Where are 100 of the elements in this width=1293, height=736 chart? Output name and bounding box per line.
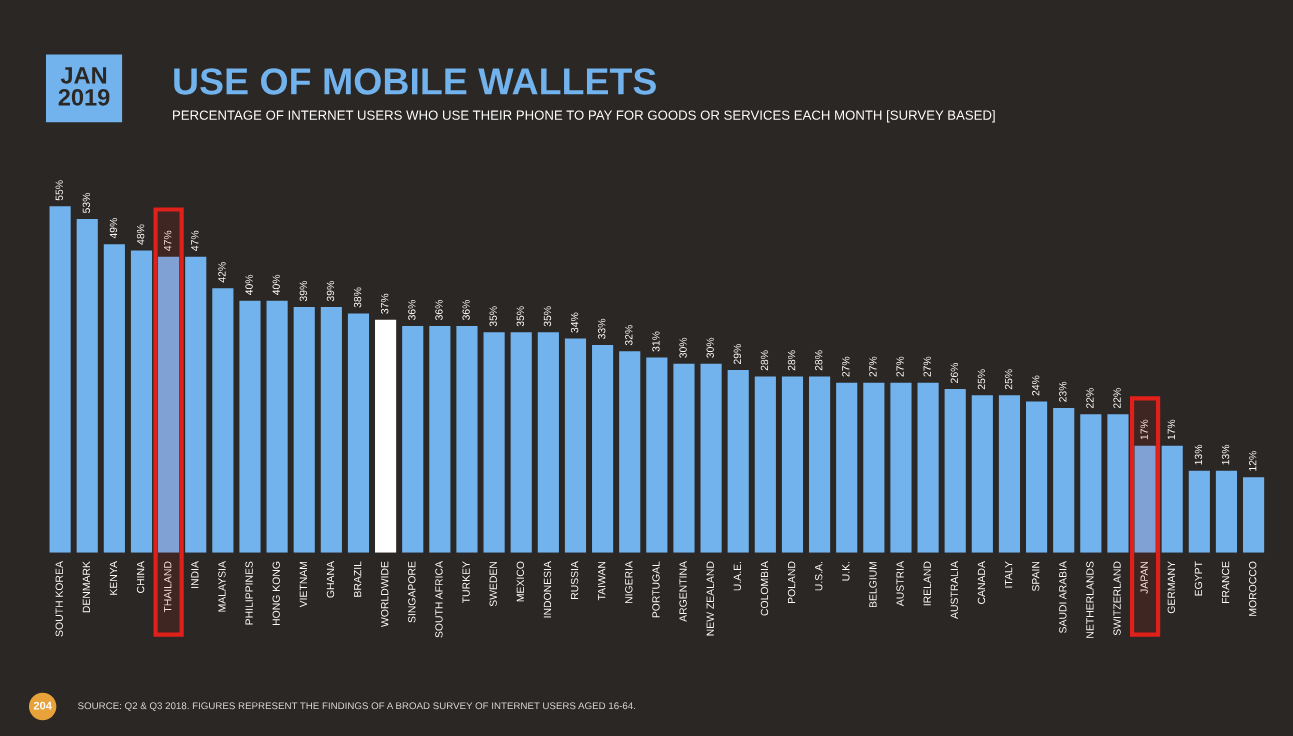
bar (863, 382, 885, 553)
data-label: 53% (82, 192, 91, 213)
data-label: 40% (245, 274, 253, 296)
bar (375, 319, 397, 553)
data-label: 28% (760, 350, 769, 371)
x-tick-label: BELGIUM (869, 561, 877, 608)
bar (320, 307, 342, 553)
x-tick-label: BRAZIL (354, 561, 362, 597)
text: JAN 2019 (58, 67, 110, 106)
bar (1053, 407, 1075, 553)
bar (809, 376, 831, 553)
x-tick-label: ARGENTINA (679, 561, 687, 622)
data-label: 35% (516, 306, 525, 327)
x-tick-label: AUSTRIA (896, 561, 904, 607)
x-tick-label: WORLDWIDE (381, 561, 389, 627)
bar (998, 395, 1021, 553)
x-tick-label: JAPAN (1140, 561, 1148, 594)
x-tick-label: KENYA (109, 561, 118, 595)
data-label: 31% (652, 331, 660, 352)
bar (727, 370, 749, 553)
data-label: 34% (570, 312, 579, 333)
x-tick-label: INDONESIA (543, 561, 552, 618)
data-label: 42% (218, 262, 226, 283)
x-tick-label: IRELAND (923, 561, 931, 606)
bar (537, 332, 559, 553)
data-label: 17% (1140, 419, 1148, 440)
x-tick-label: INDIA (191, 561, 199, 588)
data-label: 27% (896, 356, 904, 377)
bar (103, 244, 125, 553)
x-tick-label: PORTUGAL (652, 561, 660, 618)
bar (76, 218, 98, 553)
x-tick-label: SAUDI ARABIA (1059, 561, 1067, 633)
bar (917, 382, 939, 553)
data-label: 32% (625, 325, 633, 346)
bar (1243, 477, 1265, 553)
bar (836, 382, 858, 553)
x-tick-label: TAIWAN (598, 561, 606, 601)
bar (1188, 470, 1210, 553)
data-label: 47% (191, 230, 199, 251)
bar (483, 332, 505, 553)
data-label: 35% (489, 306, 497, 327)
data-label: 24% (1032, 375, 1040, 396)
x-tick-label: MEXICO (516, 561, 525, 602)
data-label: 55% (55, 180, 63, 201)
bar (212, 288, 234, 553)
bar (1026, 401, 1048, 553)
data-label: 28% (787, 350, 796, 371)
chart-subtitle: PERCENTAGE OF INTERNET USERS WHO USE THEIR PHONE TO PAY FOR GOODS OR SERVICES EACH MONTH [SURVEY BASED] (173, 110, 995, 123)
bar (592, 344, 614, 553)
x-tick-label: GERMANY (1167, 561, 1175, 614)
data-label: 36% (435, 299, 443, 321)
x-tick-label: TURKEY (462, 561, 470, 604)
bar (402, 326, 424, 553)
data-label: 47% (164, 230, 172, 251)
data-label: 36% (462, 299, 470, 321)
x-tick-label: NIGERIA (625, 561, 633, 604)
data-label: 13% (1221, 444, 1230, 465)
data-label: 25% (977, 369, 986, 390)
data-label: 48% (136, 224, 145, 245)
data-label: 28% (815, 350, 823, 371)
data-label: 22% (1086, 388, 1094, 409)
x-tick-label: PHILIPPINES (245, 561, 253, 625)
x-tick-label: AUSTRALIA (950, 561, 959, 619)
x-tick-label: SINGAPORE (408, 561, 416, 623)
bar (1215, 470, 1238, 553)
bar (673, 363, 695, 553)
bar (49, 206, 71, 553)
chart-title: USE OF MOBILE WALLETS (174, 68, 656, 95)
data-label: 30% (679, 337, 687, 358)
x-tick-label: SPAIN (1032, 561, 1040, 592)
data-label: 29% (733, 344, 742, 365)
bar (266, 300, 288, 553)
x-tick-label: SOUTH KOREA (55, 561, 63, 637)
data-label: 23% (1059, 381, 1067, 402)
x-tick-label: VIETNAM (299, 561, 307, 608)
x-tick-label: NEW ZEALAND (706, 561, 714, 636)
data-label: 22% (1113, 388, 1121, 409)
data-label: 13% (1194, 444, 1203, 465)
x-tick-label: RUSSIA (570, 561, 579, 599)
bar (890, 382, 912, 553)
x-tick-label: SWEDEN (489, 561, 497, 607)
x-tick-label: SOUTH AFRICA (435, 561, 443, 638)
x-tick-label: COLOMBIA (760, 561, 769, 616)
data-label: 39% (326, 281, 335, 302)
bar (619, 351, 641, 553)
data-label: 38% (353, 287, 362, 308)
x-tick-label: GHANA (326, 561, 335, 598)
bar (700, 363, 722, 553)
data-label: 30% (706, 337, 714, 358)
data-label: 49% (109, 218, 118, 239)
x-tick-label: CHINA (136, 561, 145, 593)
x-tick-label: POLAND (787, 561, 796, 604)
bar (510, 332, 532, 553)
x-tick-label: CANADA (977, 561, 986, 604)
data-label: 27% (923, 356, 931, 377)
data-label: 39% (299, 281, 308, 302)
data-label: 35% (543, 306, 552, 327)
bar (1134, 445, 1156, 553)
x-tick-label: SWITZERLAND (1113, 561, 1121, 636)
x-tick-label: DENMARK (82, 561, 90, 613)
